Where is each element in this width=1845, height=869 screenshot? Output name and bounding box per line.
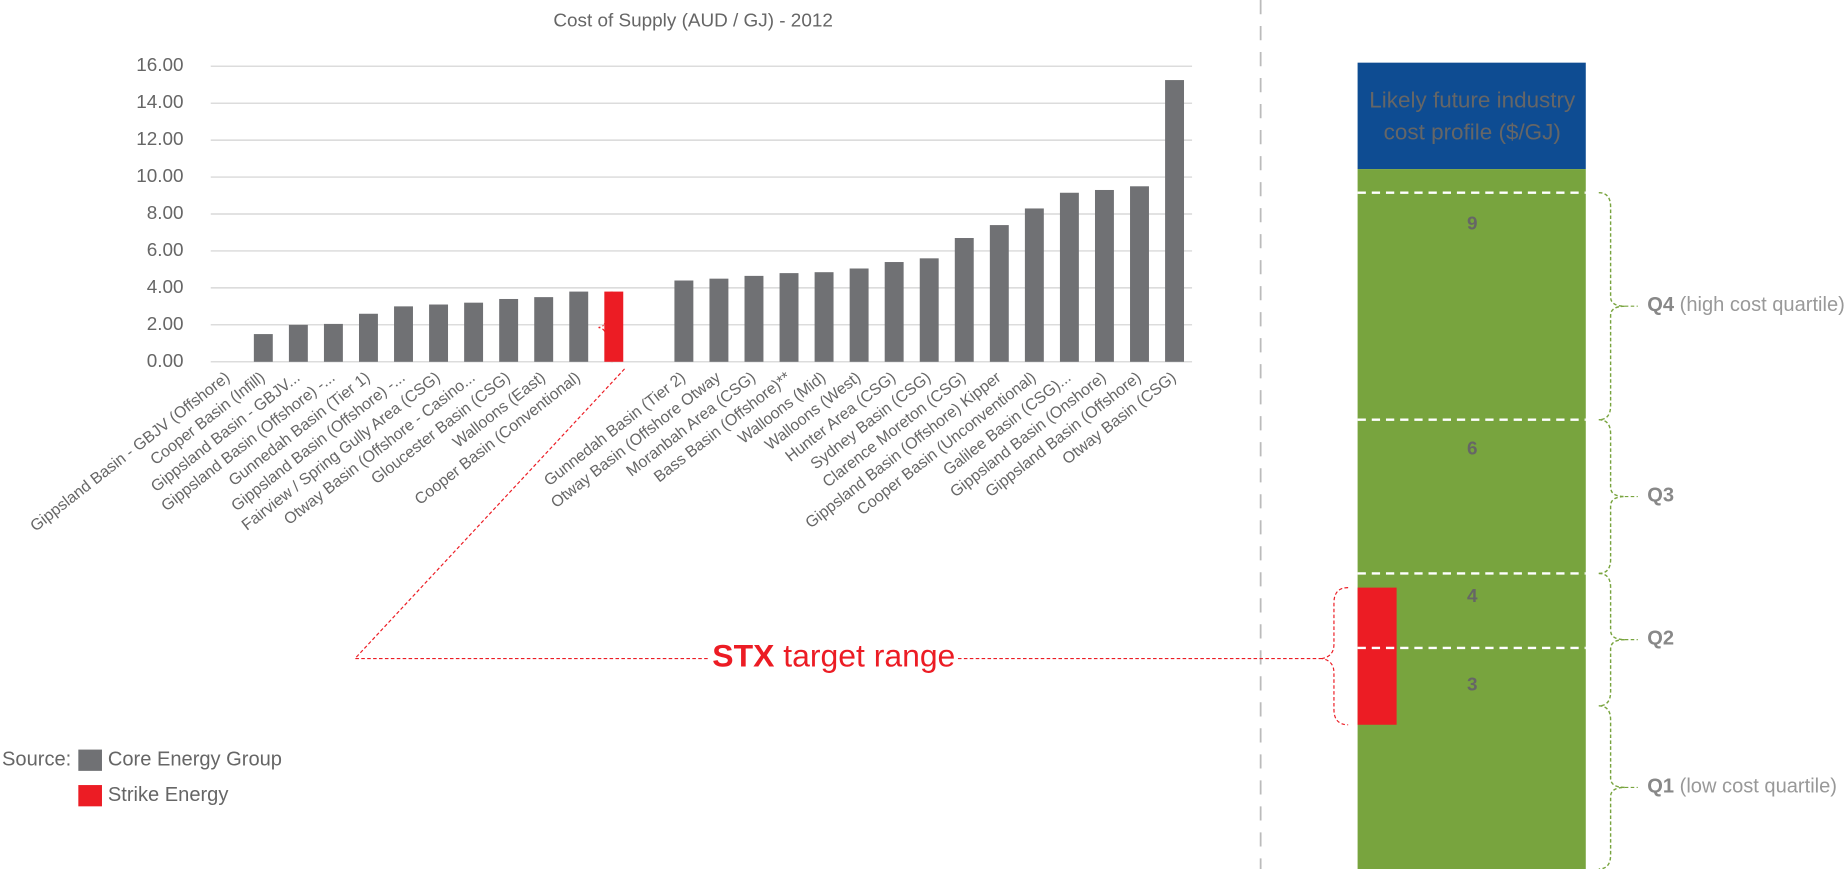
y-tick-label: 16.00 — [136, 55, 183, 76]
bar — [323, 323, 343, 362]
brace — [1321, 587, 1349, 726]
bar — [253, 334, 273, 362]
y-tick-label: 14.00 — [136, 92, 183, 113]
bar — [919, 258, 939, 362]
stx-range — [1357, 587, 1397, 725]
y-tick-label: 8.00 — [147, 203, 184, 224]
bar — [394, 306, 413, 362]
legend-label: Core Energy Group — [108, 749, 282, 771]
quartile-brace — [1598, 705, 1625, 869]
quartile-name: Q2 — [1647, 628, 1674, 650]
quartile-brace — [1598, 572, 1625, 707]
quartile-name: Q3 — [1647, 485, 1674, 507]
profile-title: cost profile ($/GJ) — [1384, 120, 1561, 145]
quartile-desc: (high cost quartile) — [1680, 295, 1845, 317]
bar — [1130, 186, 1149, 362]
legend-swatch — [78, 785, 102, 807]
quartile-name: Q1 — [1647, 776, 1674, 798]
bar — [1024, 208, 1044, 362]
quartile-braces — [1598, 192, 1625, 869]
annotation: STX target range — [712, 638, 955, 674]
bar — [464, 302, 484, 362]
quartile-label: Q4 (high cost quartile) — [1647, 295, 1845, 317]
y-tick-label: 12.00 — [136, 129, 183, 150]
profile-column — [1357, 169, 1586, 869]
bar — [989, 225, 1009, 362]
bar — [1059, 192, 1079, 362]
level-label: 4 — [1467, 586, 1478, 607]
bar — [814, 272, 834, 362]
leader-line — [353, 368, 710, 660]
chart-title: Cost of Supply (AUD / GJ) - 2012 — [553, 10, 833, 31]
quartile-desc: (low cost quartile) — [1680, 776, 1837, 798]
legend-swatch — [78, 749, 102, 771]
quartile-label: Q1 (low cost quartile) — [1647, 776, 1837, 798]
bar — [534, 297, 554, 362]
quartile-brace — [1598, 419, 1625, 575]
bar — [1094, 189, 1114, 362]
legend-title: Source: — [2, 749, 71, 771]
quartile-label: Q2 — [1647, 628, 1674, 650]
y-tick-label: 2.00 — [147, 314, 184, 335]
annotation-text: target range — [783, 638, 955, 674]
y-tick-label: 6.00 — [147, 240, 184, 261]
legend-label: Strike Energy — [108, 784, 229, 806]
level-label: 9 — [1467, 214, 1478, 235]
bar — [604, 291, 624, 362]
y-tick-label: 10.00 — [136, 166, 183, 187]
bar — [1165, 80, 1185, 362]
bar — [744, 275, 764, 362]
bar — [849, 268, 869, 362]
bar — [358, 313, 378, 362]
profile-title: Likely future industry — [1369, 88, 1576, 113]
bar — [709, 278, 729, 362]
level-label: 6 — [1467, 438, 1478, 459]
bar — [499, 298, 519, 362]
bar — [884, 262, 904, 362]
bar — [674, 280, 694, 362]
y-tick-label: 4.00 — [147, 277, 184, 298]
bar — [288, 324, 308, 362]
bar — [779, 273, 799, 362]
y-tick-label: 0.00 — [147, 351, 184, 372]
annotation-emphasis: STX — [712, 638, 774, 674]
bar — [569, 291, 589, 362]
level-label: 3 — [1467, 675, 1478, 696]
bar — [954, 238, 974, 362]
profile-header — [1357, 62, 1586, 170]
bar — [429, 304, 449, 362]
quartile-name: Q4 — [1647, 295, 1675, 317]
quartile-label: Q3 — [1647, 485, 1674, 507]
quartile-brace — [1598, 192, 1625, 421]
